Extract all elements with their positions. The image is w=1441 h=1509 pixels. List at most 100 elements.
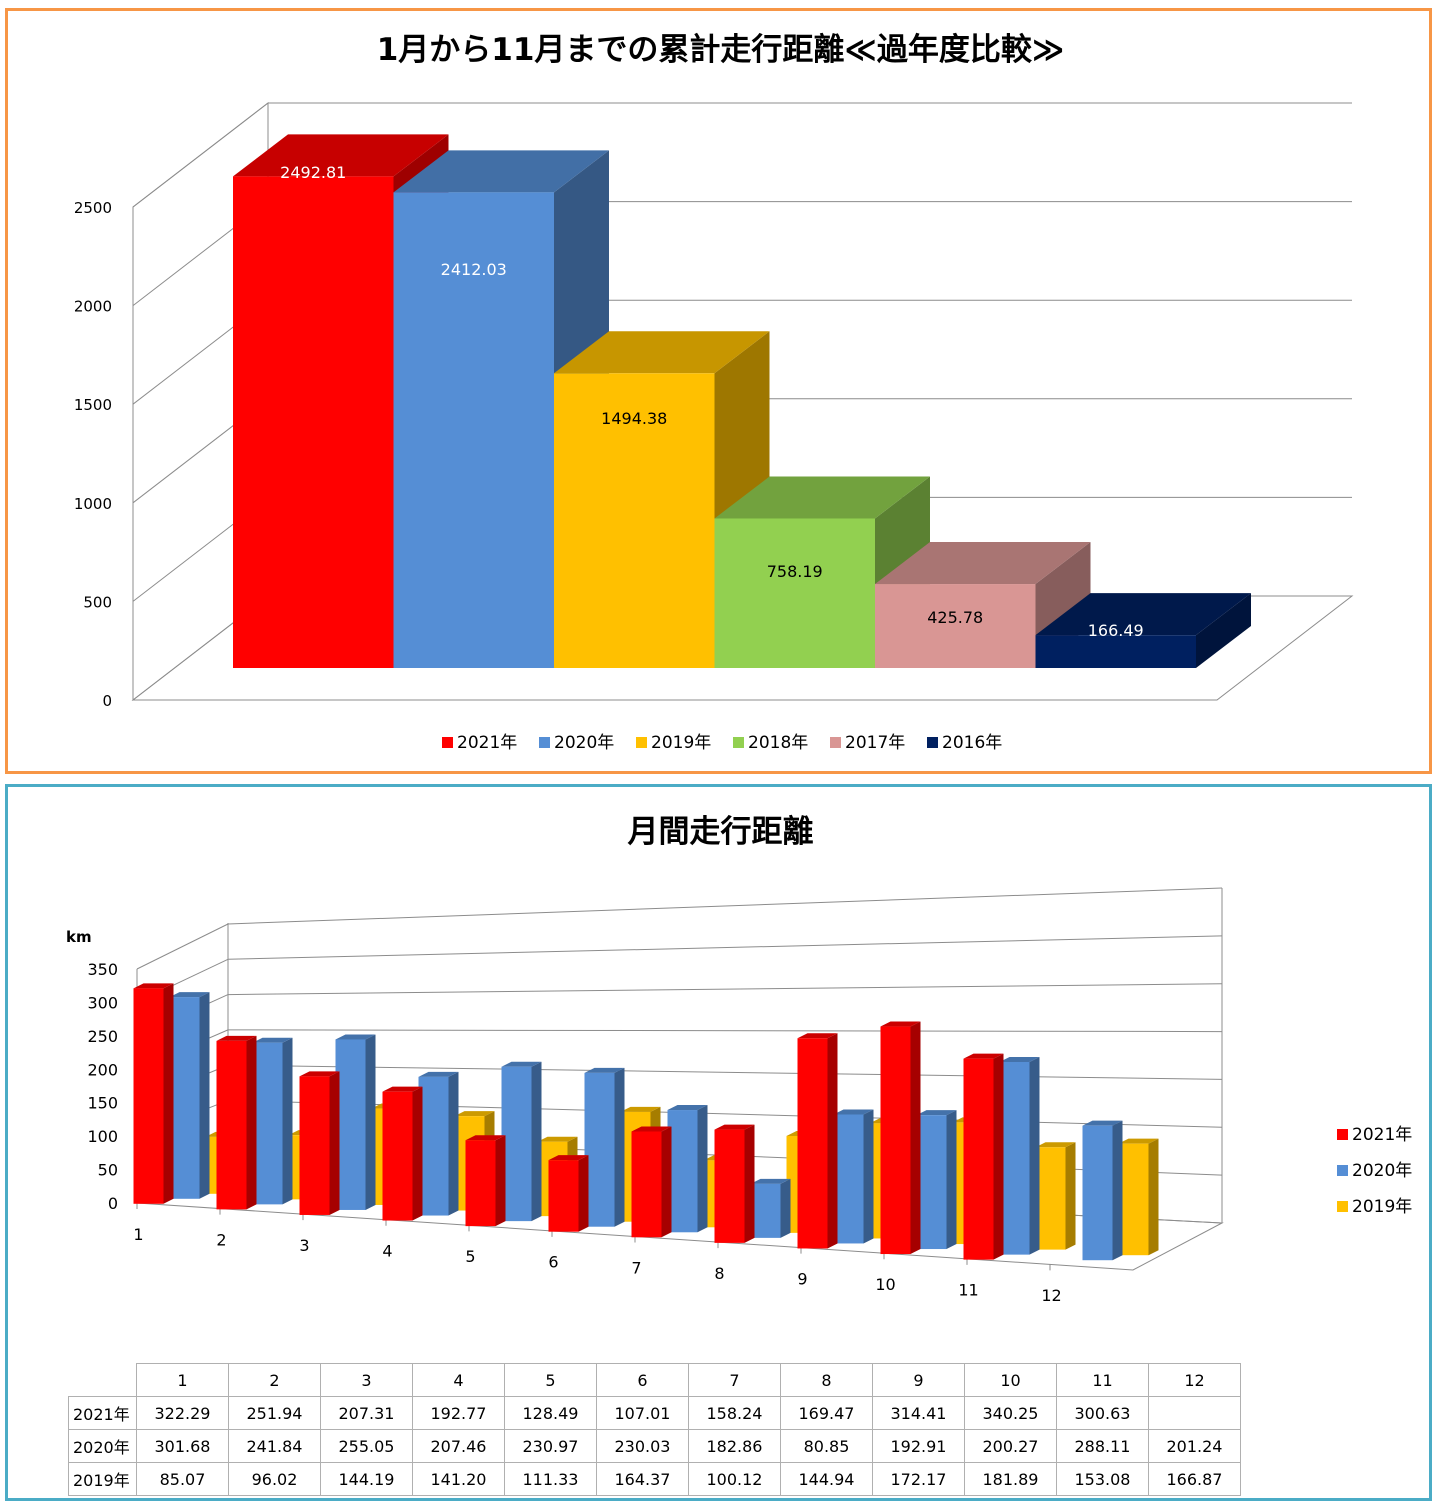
bar-2020年-9: [833, 1114, 864, 1244]
y-tick-label: 300: [87, 993, 118, 1012]
data-label: 1494.38: [601, 409, 667, 428]
monthly-chart-title: 月間走行距離: [627, 814, 814, 850]
table-cell: 85.07: [136, 1462, 229, 1496]
bar-side: [412, 1086, 423, 1221]
bar-2020年-2: [252, 1042, 283, 1205]
table-cell: 300.63: [1056, 1396, 1149, 1430]
legend-swatch: [1337, 1201, 1348, 1212]
table-column-header: 3: [320, 1363, 413, 1397]
bar-2020年-6: [584, 1072, 615, 1227]
bar-top: [797, 1033, 838, 1039]
table-column-header: 4: [412, 1363, 505, 1397]
data-label: 425.78: [927, 608, 983, 627]
bar-side: [661, 1126, 672, 1238]
bar-top: [875, 542, 1091, 585]
x-tick-label: 2: [216, 1230, 226, 1249]
legend-label: 2019年: [651, 733, 711, 753]
bar-top: [667, 1105, 708, 1111]
monthly-data-table: 1 2 3 4 5 6 7 8 9 10 11 12 2021年 322.29 251.94 207.31 19…: [68, 1363, 1241, 1496]
table-cell: 340.25: [964, 1396, 1057, 1430]
bar-side: [163, 983, 174, 1204]
y-tick-label: 100: [87, 1127, 118, 1146]
legend-swatch: [830, 737, 841, 748]
table-cell: 192.91: [872, 1429, 965, 1463]
bar-side: [827, 1033, 838, 1249]
bar-top: [501, 1061, 542, 1067]
table-cell: 201.24: [1148, 1429, 1241, 1463]
bar-top: [133, 983, 174, 989]
bar-2020年-8: [750, 1183, 781, 1238]
table-cell: 172.17: [872, 1462, 965, 1496]
table-cell: 100.12: [688, 1462, 781, 1496]
x-tick-label: 12: [1041, 1286, 1061, 1305]
bar-2021年-9: [797, 1038, 828, 1249]
table-cell: 207.46: [412, 1429, 505, 1463]
y-tick-label: 250: [87, 1027, 118, 1046]
table-row: 2019年 85.07 96.02 144.19 141.20 111.33 164.37 1…: [68, 1462, 1241, 1496]
bar-2021年-1: [133, 988, 164, 1204]
bar-top: [1118, 1138, 1159, 1144]
bar-2020年-10: [916, 1115, 947, 1250]
legend-label: 2019年: [1352, 1197, 1412, 1217]
y-tick-label: 150: [87, 1094, 118, 1113]
bar-top: [963, 1053, 1004, 1059]
bar-top: [833, 1109, 874, 1115]
bar-top: [252, 1037, 293, 1043]
bar-2019年-11: [1035, 1147, 1066, 1250]
table-row-label: 2021年: [68, 1396, 137, 1430]
legend-swatch: [1337, 1129, 1348, 1140]
x-tick-label: 4: [382, 1242, 392, 1261]
legend-swatch: [733, 737, 744, 748]
table-row-label: 2020年: [68, 1429, 137, 1463]
x-tick-label: 3: [299, 1236, 309, 1255]
table-cell: 288.11: [1056, 1429, 1149, 1463]
bar-2016年: [1035, 635, 1196, 668]
y-tick-label: 1500: [74, 396, 112, 414]
bar-top: [454, 1111, 495, 1117]
x-tick-label: 11: [958, 1281, 978, 1300]
bar-2020年-4: [418, 1076, 449, 1216]
bar-2021年-2: [216, 1040, 247, 1210]
table-cell: 230.97: [504, 1429, 597, 1463]
legend-label: 2020年: [554, 733, 614, 753]
table-cell: 128.49: [504, 1396, 597, 1430]
bar-side: [246, 1035, 257, 1210]
table-column-header: 7: [688, 1363, 781, 1397]
table-cell: 241.84: [228, 1429, 321, 1463]
table-cell: [1148, 1396, 1241, 1430]
legend-swatch: [539, 737, 550, 748]
bar-2020年-5: [501, 1066, 532, 1222]
bar-2017年: [875, 584, 1036, 668]
table-cell: 141.20: [412, 1462, 505, 1496]
bar-side: [744, 1124, 755, 1243]
data-label: 2412.03: [441, 260, 507, 279]
bar-2020年-12: [1082, 1125, 1113, 1261]
gridline: [227, 1064, 1223, 1080]
bar-2020年: [393, 192, 554, 668]
bar-2019年-12: [1118, 1143, 1149, 1256]
x-tick-label: 5: [465, 1247, 475, 1266]
bar-side: [448, 1071, 459, 1216]
bar-side: [578, 1155, 589, 1232]
bar-side: [993, 1053, 1004, 1260]
bar-top: [714, 476, 930, 519]
y-tick-label: 0: [102, 692, 112, 710]
bar-top: [465, 1135, 506, 1141]
bar-2021年-4: [382, 1091, 413, 1221]
y-tick-label: 200: [87, 1060, 118, 1079]
table-cell: 153.08: [1056, 1462, 1149, 1496]
bar-side: [1148, 1138, 1159, 1256]
y-tick-label: 50: [98, 1161, 118, 1180]
table-column-header: 9: [872, 1363, 965, 1397]
bar-side: [531, 1061, 542, 1222]
table-row: 2020年 301.68 241.84 255.05 207.46 230.97 230.0…: [68, 1429, 1241, 1463]
bar-top: [999, 1057, 1040, 1063]
table-column-header: 12: [1148, 1363, 1241, 1397]
gridline: [227, 887, 1223, 925]
table-cell: 96.02: [228, 1462, 321, 1496]
y-tick-label: 2000: [74, 298, 112, 316]
bar-top: [584, 1067, 625, 1073]
bar-top: [299, 1071, 340, 1077]
legend-swatch: [636, 737, 647, 748]
bar-side: [697, 1105, 708, 1233]
